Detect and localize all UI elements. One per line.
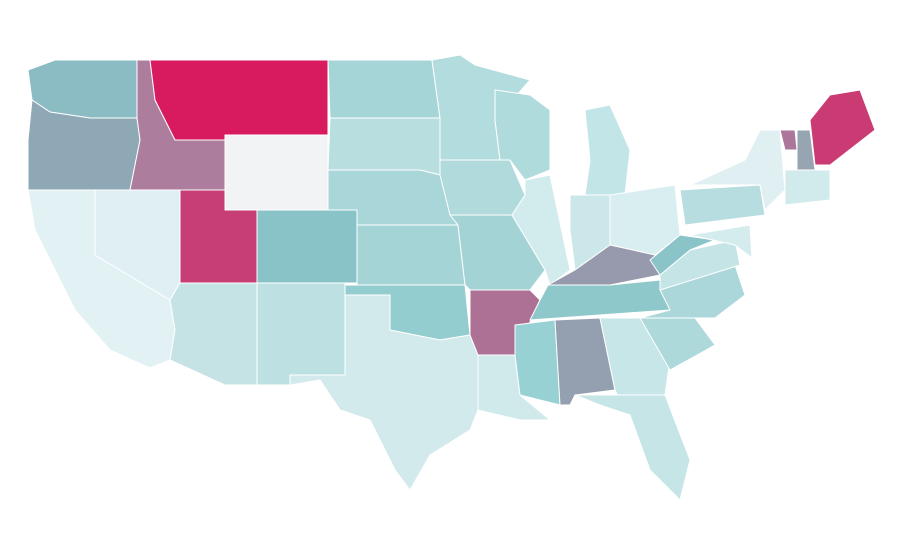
state	[169, 282, 258, 386]
state	[689, 224, 753, 259]
state	[256, 282, 346, 386]
state	[256, 209, 358, 284]
state	[511, 174, 571, 286]
state	[584, 104, 631, 196]
state	[356, 224, 466, 286]
state	[439, 159, 526, 216]
state	[224, 134, 329, 211]
state	[784, 169, 831, 206]
state	[514, 319, 561, 406]
state	[574, 394, 691, 501]
state	[779, 129, 798, 151]
state	[289, 294, 479, 491]
state	[809, 89, 876, 166]
state	[679, 184, 766, 226]
state	[327, 117, 441, 176]
state	[327, 59, 441, 119]
state	[149, 59, 329, 141]
state	[649, 234, 716, 276]
state	[689, 129, 786, 211]
